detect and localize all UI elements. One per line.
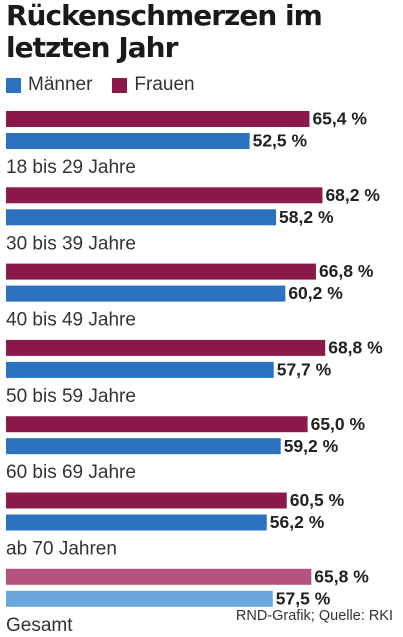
bar-maenner-30-bis-39-jahre bbox=[6, 209, 277, 226]
bar-frauen-60-bis-69-jahre bbox=[6, 416, 308, 433]
bar-frauen-40-bis-49-jahre bbox=[6, 263, 316, 280]
category-label-40-bis-49-jahre: 40 bis 49 Jahre bbox=[6, 310, 136, 331]
value-label-maenner-gesamt: 57,5 % bbox=[276, 588, 331, 608]
bar-maenner-40-bis-49-jahre bbox=[6, 285, 286, 302]
value-label-maenner-50-bis-59-jahre: 57,7 % bbox=[277, 360, 332, 380]
chart-title: Rückenschmerzen im letzten Jahr bbox=[6, 0, 323, 64]
category-label-50-bis-59-jahre: 50 bis 59 Jahre bbox=[6, 386, 136, 407]
value-label-frauen-60-bis-69-jahre: 65,0 % bbox=[311, 414, 366, 434]
legend-swatch-maenner bbox=[6, 77, 21, 93]
value-label-frauen-gesamt: 65,8 % bbox=[314, 566, 369, 586]
bar-maenner-60-bis-69-jahre bbox=[6, 438, 281, 455]
value-label-maenner-ab-70-jahren: 56,2 % bbox=[270, 512, 325, 532]
value-label-maenner-40-bis-49-jahre: 60,2 % bbox=[288, 283, 343, 303]
category-label-30-bis-39-jahre: 30 bis 39 Jahre bbox=[6, 233, 136, 254]
bar-frauen-50-bis-59-jahre bbox=[6, 339, 326, 356]
category-label-60-bis-69-jahre: 60 bis 69 Jahre bbox=[6, 462, 136, 483]
bar-frauen-ab-70-jahren bbox=[6, 492, 287, 509]
category-label-18-bis-29-jahre: 18 bis 29 Jahre bbox=[6, 157, 136, 178]
bar-frauen-gesamt bbox=[6, 568, 312, 585]
value-label-frauen-ab-70-jahren: 60,5 % bbox=[290, 490, 345, 510]
category-label-ab-70-jahren: ab 70 Jahren bbox=[6, 539, 117, 560]
legend: Männer Frauen bbox=[6, 74, 215, 96]
value-label-frauen-40-bis-49-jahre: 66,8 % bbox=[319, 261, 374, 281]
category-label-gesamt: Gesamt bbox=[6, 615, 73, 636]
bar-maenner-gesamt bbox=[6, 590, 273, 607]
legend-item-frauen: Frauen bbox=[112, 74, 195, 96]
bar-maenner-18-bis-29-jahre bbox=[6, 133, 250, 149]
legend-item-maenner: Männer bbox=[6, 74, 92, 96]
bar-maenner-50-bis-59-jahre bbox=[6, 361, 274, 378]
bar-maenner-ab-70-jahren bbox=[6, 514, 267, 531]
legend-swatch-frauen bbox=[112, 77, 128, 93]
value-label-frauen-30-bis-39-jahre: 68,2 % bbox=[325, 185, 380, 205]
value-label-frauen-18-bis-29-jahre: 65,4 % bbox=[312, 109, 367, 129]
value-label-maenner-30-bis-39-jahre: 58,2 % bbox=[279, 207, 334, 227]
bar-frauen-30-bis-39-jahre bbox=[6, 187, 323, 204]
value-label-maenner-18-bis-29-jahre: 52,5 % bbox=[253, 131, 308, 151]
bar-frauen-18-bis-29-jahre bbox=[6, 111, 310, 127]
legend-label-frauen: Frauen bbox=[134, 74, 195, 95]
value-label-maenner-60-bis-69-jahre: 59,2 % bbox=[284, 436, 339, 456]
value-label-frauen-50-bis-59-jahre: 68,8 % bbox=[328, 338, 383, 358]
source-note: RND-Grafik; Quelle: RKI bbox=[235, 608, 393, 624]
legend-label-maenner: Männer bbox=[28, 74, 93, 95]
